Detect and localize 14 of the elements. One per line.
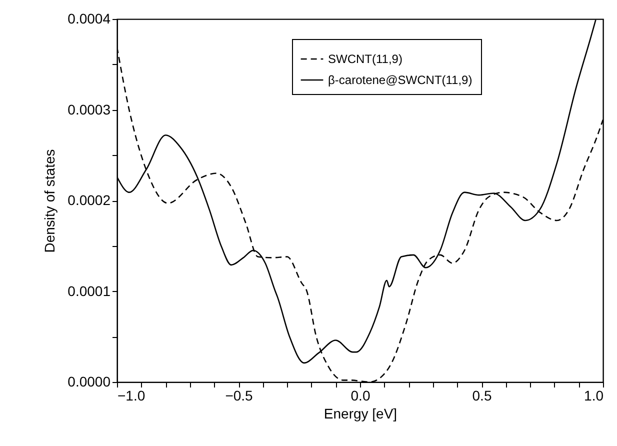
legend-label: β-carotene@SWCNT(11,9) [328,73,472,87]
x-axis-title: Energy [eV] [324,406,398,422]
x-tick-label: −0.5 [225,388,254,404]
y-tick-label: 0.0002 [68,192,111,208]
x-tick-label: 0.5 [472,388,492,404]
y-tick-label: 0.0003 [68,101,111,118]
x-tick-label: 1.0 [584,388,604,404]
x-tick-label: 0.0 [350,388,370,404]
y-tick-label: 0.0004 [68,10,111,26]
y-tick-label: 0.0000 [68,374,111,390]
x-tick-label: −1.0 [118,388,146,404]
y-tick-label: 0.0001 [68,282,111,299]
y-axis-title: Density of states [42,149,58,253]
legend-label: SWCNT(11,9) [328,52,402,66]
